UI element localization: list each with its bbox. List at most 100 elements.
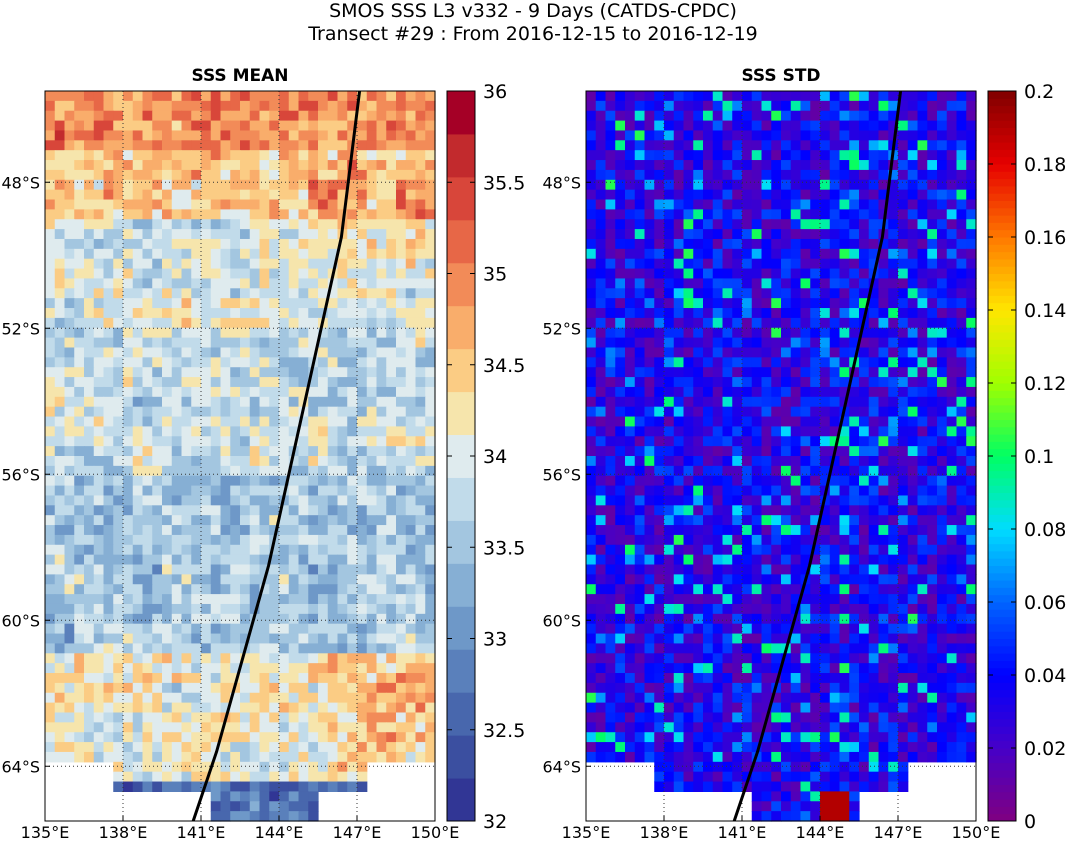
colorbar-segment — [988, 645, 1016, 654]
colorbar-segment — [988, 463, 1016, 472]
colorbar-segment — [988, 740, 1016, 749]
colorbar-segment — [988, 434, 1016, 442]
colorbar-segment — [447, 520, 475, 564]
colorbar-segment — [447, 391, 475, 436]
colorbar-tick-label: 0.18 — [1024, 154, 1066, 176]
colorbar-segment — [988, 726, 1016, 734]
lat-tick-label: 64°S — [542, 757, 581, 776]
colorbar-segment — [447, 606, 475, 650]
colorbar-segment — [988, 689, 1016, 698]
colorbar-segment — [988, 331, 1016, 340]
colorbar-segment — [988, 558, 1016, 566]
lat-tick-label: 56°S — [1, 465, 40, 484]
colorbar-segment — [988, 784, 1016, 793]
colorbar-segment — [988, 120, 1016, 128]
colorbar-segment — [988, 317, 1016, 326]
transect-line — [191, 90, 362, 822]
colorbar-segment — [447, 91, 475, 135]
colorbar-segment — [988, 412, 1016, 420]
colorbar-tick-label: 0.14 — [1024, 300, 1066, 322]
colorbar-segment — [988, 215, 1016, 223]
lat-tick-label: 52°S — [542, 319, 581, 338]
colorbar-segment — [988, 105, 1016, 114]
panel-title-mean: SSS MEAN — [191, 66, 289, 86]
lat-tick-label: 60°S — [1, 611, 40, 630]
colorbar-tick-label: 33.5 — [483, 537, 525, 559]
colorbar-segment — [988, 207, 1016, 216]
colorbar-segment — [988, 682, 1016, 691]
colorbar-segment — [988, 660, 1016, 669]
colorbar-segment — [988, 675, 1016, 683]
lon-tick-label: 138°E — [640, 823, 689, 842]
colorbar-segment — [988, 777, 1016, 785]
colorbar-segment — [988, 397, 1016, 406]
colorbar-segment — [447, 262, 475, 307]
colorbar-segment — [988, 273, 1016, 282]
transect-line — [732, 90, 903, 822]
colorbar-segment — [447, 133, 475, 178]
colorbar-tick-label: 35.5 — [483, 172, 525, 194]
colorbar-segment — [988, 280, 1016, 289]
lon-tick-label: 141°E — [177, 823, 226, 842]
colorbar-segment — [988, 222, 1016, 231]
colorbar-segment — [988, 193, 1016, 201]
colorbar-segment — [447, 176, 475, 221]
colorbar-segment — [988, 185, 1016, 194]
colorbar-segment — [988, 602, 1016, 610]
colorbar-segment — [447, 649, 475, 693]
colorbar-segment — [988, 667, 1016, 676]
colorbar-segment — [988, 733, 1016, 742]
colorbar-segment — [988, 390, 1016, 399]
colorbar-segment — [988, 653, 1016, 661]
lon-tick-label: 147°E — [874, 823, 923, 842]
colorbar-tick-label: 0.1 — [1024, 446, 1054, 468]
colorbar-tick-label: 0.06 — [1024, 592, 1066, 614]
lon-tick-label: 138°E — [99, 823, 148, 842]
colorbar-segment — [988, 499, 1016, 508]
colorbar-segment — [988, 521, 1016, 530]
colorbar-segment — [988, 156, 1016, 165]
colorbar-segment — [988, 704, 1016, 712]
colorbar-segment — [988, 791, 1016, 800]
colorbar-segment — [988, 164, 1016, 172]
colorbar-tick-label: 32.5 — [483, 720, 525, 742]
colorbar-segment — [988, 638, 1016, 647]
colorbar-segment — [988, 711, 1016, 720]
colorbar-segment — [988, 134, 1016, 143]
colorbar-segment — [988, 631, 1016, 639]
data-cells — [586, 91, 977, 822]
colorbar-segment — [988, 310, 1016, 318]
lon-tick-label: 150°E — [952, 823, 1001, 842]
colorbar-segment — [988, 258, 1016, 267]
colorbar-tick-label: 34 — [483, 446, 507, 468]
colorbar-segment — [988, 295, 1016, 304]
map-frame — [585, 90, 977, 822]
colorbar-segment — [988, 748, 1016, 756]
colorbar-segment — [447, 348, 475, 393]
colorbar-segment — [988, 485, 1016, 493]
colorbar-segment — [988, 419, 1016, 428]
lat-tick-label: 64°S — [1, 757, 40, 776]
colorbar-segment — [988, 529, 1016, 537]
colorbar-segment — [988, 112, 1016, 121]
colorbar-tick-label: 36 — [483, 81, 507, 103]
colorbar-tick-label: 0 — [1024, 811, 1036, 833]
colorbar-tick-label: 0.16 — [1024, 227, 1066, 249]
colorbar-segment — [988, 696, 1016, 705]
colorbar-segment — [988, 149, 1016, 158]
colorbar-segment — [988, 171, 1016, 180]
colorbar-segment — [988, 375, 1016, 384]
colorbar-segment — [988, 324, 1016, 333]
sss-mean-colorbar: 32 32.5 33 33.5 34 34.5 35 35.5 36 — [446, 81, 525, 833]
colorbar-tick-label: 34.5 — [483, 355, 525, 377]
colorbar-segment — [447, 219, 475, 264]
colorbar-segment — [988, 368, 1016, 377]
lat-tick-label: 56°S — [542, 465, 581, 484]
colorbar-segment — [447, 477, 475, 521]
colorbar-tick-label: 0.2 — [1024, 81, 1054, 103]
lon-tick-label: 141°E — [718, 823, 767, 842]
colorbar-segment — [988, 244, 1016, 253]
colorbar-tick-label: 33 — [483, 629, 507, 651]
colorbar-segment — [988, 288, 1016, 296]
